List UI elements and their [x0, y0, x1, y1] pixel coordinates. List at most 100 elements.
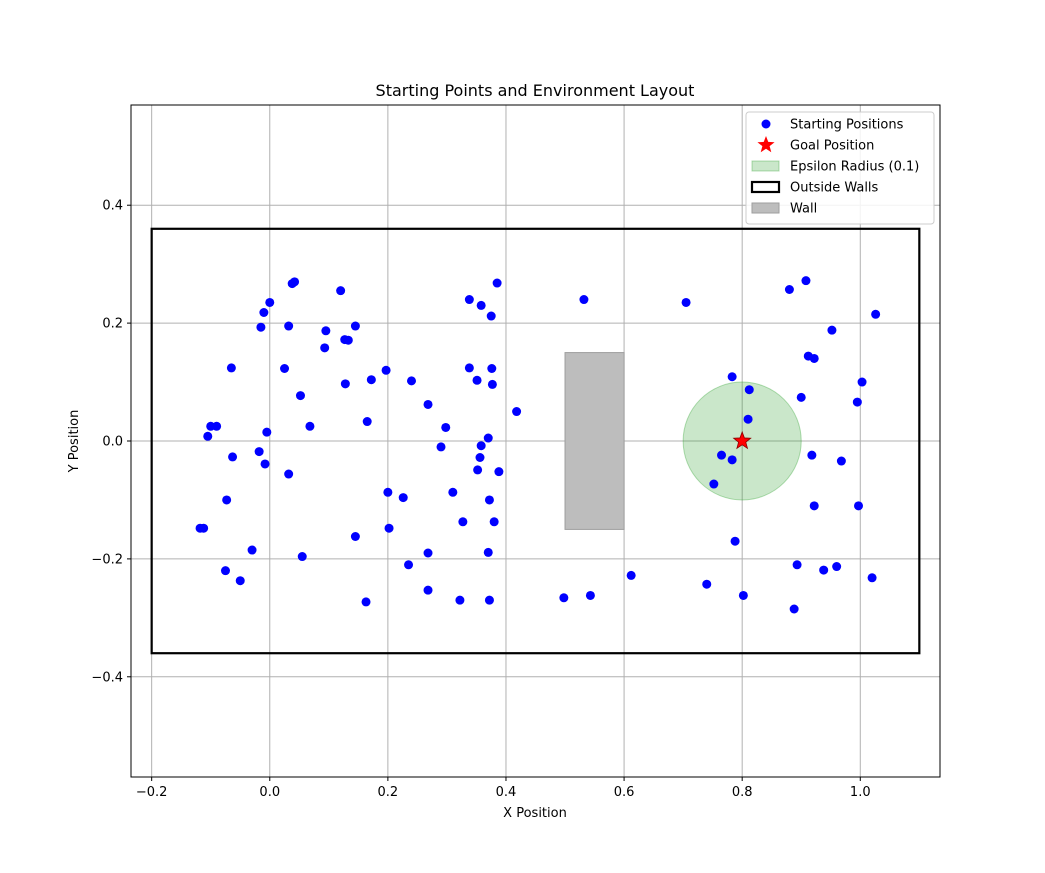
- starting-position-point: [262, 427, 272, 437]
- plot-area: [131, 105, 940, 777]
- legend-entry-label: Goal Position: [790, 139, 874, 154]
- starting-position-point: [472, 375, 482, 385]
- starting-position-point: [455, 595, 465, 605]
- starting-position-point: [852, 397, 862, 407]
- legend-wall-patch: [751, 202, 780, 214]
- starting-position-point: [290, 277, 300, 287]
- starting-position-point: [305, 421, 315, 431]
- starting-position-point: [738, 590, 748, 600]
- starting-position-point: [259, 307, 269, 317]
- starting-position-point: [336, 286, 346, 296]
- starting-position-point: [436, 442, 446, 452]
- starting-position-point: [867, 573, 877, 583]
- starting-position-point: [487, 363, 497, 373]
- starting-position-point: [366, 375, 376, 385]
- starting-position-point: [585, 590, 595, 600]
- starting-position-point: [448, 487, 458, 497]
- starting-position-point: [717, 450, 727, 460]
- starting-position-point: [228, 452, 238, 462]
- x-tick-label: 1.0: [850, 785, 871, 800]
- starting-position-point: [284, 469, 294, 479]
- starting-position-point: [247, 545, 257, 555]
- starting-position-point: [203, 431, 213, 441]
- starting-position-point: [789, 604, 799, 614]
- starting-position-point: [458, 517, 468, 527]
- starting-position-point: [476, 441, 486, 451]
- starting-position-point: [340, 379, 350, 389]
- y-tick-label: 0.4: [102, 199, 123, 214]
- x-tick-label: 0.8: [732, 785, 753, 800]
- starting-position-point: [199, 523, 209, 533]
- starting-position-point: [492, 278, 502, 288]
- starting-position-point: [730, 536, 740, 546]
- starting-position-point: [559, 593, 569, 603]
- starting-position-point: [809, 501, 819, 511]
- starting-position-point: [297, 552, 307, 562]
- starting-position-point: [857, 377, 867, 387]
- starting-position-point: [235, 576, 245, 586]
- starting-position-point: [423, 548, 433, 558]
- starting-position-point: [475, 453, 485, 463]
- starting-position-point: [361, 597, 371, 607]
- starting-position-point: [626, 570, 636, 580]
- starting-position-point: [702, 579, 712, 589]
- outside-walls: [150, 227, 921, 655]
- starting-position-point: [792, 560, 802, 570]
- starting-position-point: [476, 300, 486, 310]
- starting-position-point: [464, 295, 474, 305]
- starting-position-point: [796, 392, 806, 402]
- starting-position-point: [350, 531, 360, 541]
- starting-position-point: [809, 353, 819, 363]
- starting-position-point: [406, 376, 416, 386]
- starting-position-point: [832, 562, 842, 572]
- starting-position-point: [494, 467, 504, 477]
- starting-position-point: [280, 363, 290, 373]
- starting-position-point: [404, 560, 414, 570]
- starting-position-point: [381, 365, 391, 375]
- starting-position-point: [487, 379, 497, 389]
- starting-position-point: [220, 566, 230, 576]
- axis-ticks: −0.2 0.0 0.2 0.4 0.6 0.8 1.0 −0.4 −0.2 0.0 0.2 0.4: [91, 199, 870, 800]
- starting-position-point: [362, 417, 372, 427]
- starting-position-point: [320, 343, 330, 353]
- starting-position-point: [784, 285, 794, 295]
- starting-position-point: [579, 295, 589, 305]
- legend-entry-label: Epsilon Radius (0.1): [790, 160, 919, 175]
- starting-position-point: [681, 297, 691, 307]
- starting-position-point: [343, 335, 353, 345]
- starting-position-point: [284, 321, 294, 331]
- starting-position-point: [854, 501, 864, 511]
- y-tick-label: −0.2: [91, 552, 123, 567]
- starting-position-point: [256, 322, 266, 332]
- x-tick-label: 0.6: [614, 785, 635, 800]
- starting-position-point: [836, 456, 846, 466]
- starting-position-point: [801, 276, 811, 286]
- starting-position-point: [384, 523, 394, 533]
- legend-goal-position-marker: [757, 136, 775, 153]
- starting-position-point: [807, 450, 817, 460]
- x-tick-label: 0.4: [496, 785, 517, 800]
- starting-position-point: [709, 479, 719, 489]
- starting-position-point: [827, 325, 837, 335]
- y-tick-label: −0.4: [91, 670, 123, 685]
- starting-position-point: [727, 455, 737, 465]
- starting-position-point: [265, 297, 275, 307]
- starting-position-point: [383, 487, 393, 497]
- starting-position-point: [222, 495, 232, 505]
- starting-position-point: [212, 421, 222, 431]
- legend-outside-walls-patch: [750, 180, 781, 194]
- starting-position-point: [254, 447, 264, 457]
- starting-position-point: [489, 517, 499, 527]
- starting-position-point: [871, 309, 881, 319]
- x-tick-label: −0.2: [136, 785, 168, 800]
- starting-position-point: [441, 422, 451, 432]
- x-tick-label: 0.0: [259, 785, 280, 800]
- starting-position-point: [398, 493, 408, 503]
- legend-box: [745, 111, 935, 225]
- starting-position-point: [464, 363, 474, 373]
- starting-position-point: [321, 326, 331, 336]
- y-tick-label: 0.2: [102, 317, 123, 332]
- legend-entry-label: Wall: [790, 202, 817, 217]
- y-axis-label: Y Position: [67, 410, 82, 474]
- starting-position-point: [226, 363, 236, 373]
